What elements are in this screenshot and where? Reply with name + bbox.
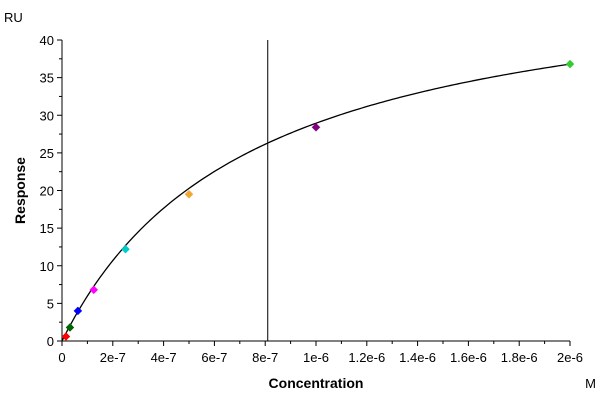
data-point — [184, 189, 194, 199]
data-point — [61, 332, 71, 341]
y-tick-label: 15 — [40, 221, 54, 236]
x-tick-label: 4e-7 — [151, 350, 177, 365]
x-tick-label: 8e-7 — [252, 350, 278, 365]
x-tick-label: 2e-6 — [557, 350, 583, 365]
y-unit-label: RU — [4, 10, 23, 25]
y-tick-label: 40 — [40, 33, 54, 48]
x-tick-label: 1.2e-6 — [348, 350, 385, 365]
data-point — [121, 244, 130, 254]
x-tick-label: 1e-6 — [303, 350, 329, 365]
y-tick-label: 20 — [40, 184, 54, 199]
data-point — [565, 59, 575, 69]
x-tick-label: 1.4e-6 — [399, 350, 436, 365]
data-point — [311, 122, 321, 132]
x-tick-label: 0 — [58, 350, 65, 365]
data-points-layer — [61, 59, 575, 341]
data-point — [73, 306, 83, 316]
y-tick-label: 30 — [40, 108, 54, 123]
data-point — [89, 285, 99, 295]
fit-curve — [61, 63, 571, 342]
y-tick-label: 35 — [40, 71, 54, 86]
x-axis-title: Concentration — [269, 375, 364, 391]
x-unit-label: M — [585, 376, 596, 391]
y-tick-label: 5 — [47, 296, 54, 311]
data-point — [65, 323, 75, 332]
y-tick-label: 25 — [40, 146, 54, 161]
axes-layer — [57, 39, 571, 346]
x-tick-label: 2e-7 — [100, 350, 126, 365]
y-axis-title: Response — [12, 157, 28, 224]
labels-layer: 0 5 10 15 20 25 30 35 40 0 2e-7 4e-7 6e-7 8e-7 1e-6 1.2… — [4, 10, 596, 391]
fit-curve-layer — [61, 63, 571, 342]
x-tick-label: 1.8e-6 — [501, 350, 538, 365]
x-tick-label: 6e-7 — [201, 350, 227, 365]
y-tick-label: 0 — [47, 334, 54, 349]
x-tick-label: 1.6e-6 — [450, 350, 487, 365]
y-tick-label: 10 — [40, 259, 54, 274]
